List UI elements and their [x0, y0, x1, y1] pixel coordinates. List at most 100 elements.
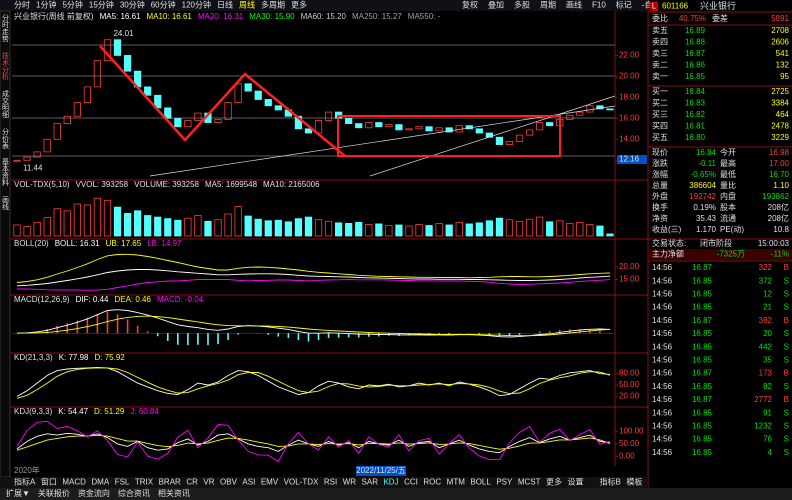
menu-button[interactable]: 周期	[540, 1, 556, 10]
candle	[415, 126, 423, 130]
tick-price: 16.87	[692, 263, 713, 272]
candle	[254, 90, 262, 100]
indicator-tab[interactable]: KDJ	[383, 478, 398, 487]
indicator-tab[interactable]: SAR	[362, 478, 379, 487]
side-tab[interactable]: 基本资料	[2, 157, 10, 187]
indicator-tab[interactable]: BOLL	[470, 478, 491, 487]
tick-side: B	[784, 369, 789, 378]
volume-bar	[395, 224, 403, 237]
tick-side: B	[784, 263, 789, 272]
level-price: 16.89	[685, 26, 706, 35]
date-cursor-bg	[356, 466, 406, 476]
volume-bar	[83, 204, 91, 237]
candle	[43, 138, 51, 153]
menu-button[interactable]: 画线	[566, 0, 582, 10]
indicator-tab[interactable]: MACD	[62, 478, 86, 487]
high-label: 24.01	[113, 29, 134, 38]
indicator-tab[interactable]: FSL	[115, 478, 130, 487]
indicator-tab[interactable]: MCST	[518, 478, 541, 487]
period-tab[interactable]: 1分钟	[36, 0, 56, 10]
volume-bar	[495, 217, 504, 237]
candle	[13, 159, 21, 162]
candle	[385, 124, 393, 128]
tick-volume: 76	[763, 435, 772, 444]
indicator-tab[interactable]: MTM	[447, 478, 466, 487]
menu-button[interactable]: 复权	[462, 0, 478, 10]
indicator-tab[interactable]: VR	[203, 478, 214, 487]
indicator-tab[interactable]: VOL-TDX	[284, 478, 319, 487]
period-tab[interactable]: 15分钟	[89, 0, 114, 10]
indicator-tab[interactable]: PSY	[496, 478, 513, 487]
indicator-tab[interactable]: CCI	[404, 478, 418, 487]
candle	[174, 117, 182, 128]
level-price: 16.85	[685, 72, 706, 81]
side-tab[interactable]: 分价表	[2, 127, 10, 150]
status-item[interactable]: 综合资讯	[118, 488, 150, 498]
indicator-tab[interactable]: 设置	[568, 477, 584, 487]
status-item[interactable]: 相关资讯	[158, 488, 190, 498]
indicator-tab[interactable]: 模板	[626, 477, 642, 487]
candle	[83, 86, 91, 104]
side-tab[interactable]: 分时走势	[2, 13, 10, 43]
tick-volume: 82	[763, 382, 772, 391]
period-tab[interactable]: 更多	[291, 0, 307, 10]
period-tab[interactable]: 30分钟	[120, 0, 145, 10]
panel-legend: MA5: 1699548	[205, 180, 258, 189]
status-item[interactable]: 关联报价	[38, 488, 70, 498]
panel-legend: MACD: -0.04	[157, 295, 204, 304]
indicator-tab[interactable]: ROC	[423, 478, 441, 487]
tick-price: 16.87	[692, 395, 713, 404]
stat-value: 16.84	[696, 148, 717, 157]
indicator-tab[interactable]: 指标B	[600, 477, 621, 487]
period-tab[interactable]: 120分钟	[182, 0, 211, 10]
menu-button[interactable]: 叠加	[488, 0, 504, 10]
indicator-tab[interactable]: RSI	[324, 478, 337, 487]
status-bg	[0, 488, 792, 500]
indicator-tab[interactable]: BRAR	[159, 478, 181, 487]
tick-time: 14:56	[652, 263, 673, 272]
indicator-tab[interactable]: TRIX	[135, 478, 154, 487]
indicator-tab[interactable]: EMV	[261, 478, 279, 487]
overlay	[12, 44, 616, 177]
volume-bar	[586, 224, 594, 237]
candle	[596, 105, 604, 110]
indicator-tab[interactable]: OBV	[220, 478, 238, 487]
tick-volume: 91	[763, 408, 772, 417]
tick-volume: 12	[763, 290, 772, 299]
menu-button[interactable]: F10	[592, 1, 606, 10]
panel-legend: KD(21,3,3)	[14, 353, 53, 362]
volume-bar	[134, 210, 142, 237]
period-tab[interactable]: 多周期	[261, 0, 285, 10]
period-tab[interactable]: 60分钟	[151, 0, 176, 10]
flow-value: -7325万	[717, 250, 745, 259]
period-tab[interactable]: 周线	[239, 0, 255, 10]
side-tab[interactable]: 成交明细	[2, 89, 10, 119]
period-tab[interactable]: 日线	[217, 0, 233, 10]
panel-legend: 兴业银行(周线 前复权)	[14, 11, 94, 21]
menu-button[interactable]: 多股	[514, 0, 530, 10]
level-price: 16.83	[685, 99, 706, 108]
indicator-tab[interactable]: CR	[186, 478, 198, 487]
indicator-tab[interactable]: DMA	[91, 478, 109, 487]
status-item[interactable]: 扩展▼	[6, 488, 30, 498]
stat-value: 1.170	[696, 225, 717, 234]
volume-bar	[335, 222, 343, 237]
side-tab[interactable]: 画线	[2, 196, 10, 210]
panel-legend: DEA: 0.46	[114, 295, 151, 304]
candle	[63, 115, 71, 124]
period-tab[interactable]: 5分钟	[62, 0, 82, 10]
menu-button[interactable]: 标记	[616, 0, 632, 10]
indicator-tab[interactable]: WR	[343, 478, 357, 487]
tick-volume: 2772	[754, 395, 772, 404]
indicator-tab[interactable]: 指标A	[14, 477, 36, 487]
volume-bar	[455, 221, 463, 237]
tick-price: 16.85	[692, 435, 713, 444]
indicator-tab[interactable]: 更多	[546, 477, 562, 487]
side-tab[interactable]: 技术分析	[2, 51, 10, 81]
period-tab[interactable]: 分时	[14, 0, 30, 10]
status-item[interactable]: 资金流向	[78, 488, 110, 498]
indicator-tab[interactable]: 窗口	[41, 477, 57, 487]
indicator-tab[interactable]: ASI	[242, 478, 255, 487]
menu-button[interactable]: -自	[642, 0, 653, 10]
level-price: 16.80	[685, 133, 706, 142]
